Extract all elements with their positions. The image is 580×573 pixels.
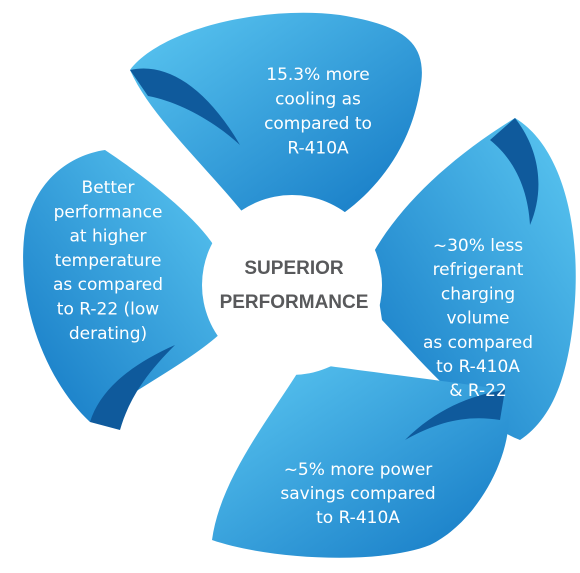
petal-text: compared to (264, 114, 372, 134)
petal-text: performance (54, 202, 163, 222)
center-circle (202, 195, 382, 375)
petal-text: as compared (53, 275, 163, 295)
petal-text: derating) (69, 324, 147, 344)
petal-text: R-410A (287, 139, 349, 159)
petal-text: 15.3% more (266, 65, 369, 85)
petal-text: cooling as (275, 90, 361, 110)
petal-text: temperature (55, 251, 162, 271)
petal-text: & R-22 (449, 381, 507, 401)
petal-text: volume (447, 309, 510, 329)
petal-text: savings compared (280, 484, 435, 504)
petal-text: refrigerant (433, 260, 524, 280)
petal-text: ~5% more power (284, 460, 433, 480)
center-title: PERFORMANCE (220, 292, 369, 313)
diagram: 15.3% more cooling as compared to R-410A ~30… (0, 0, 580, 569)
petal-text: charging (441, 284, 515, 304)
petal-text: as compared (423, 333, 533, 353)
center-title: SUPERIOR (244, 258, 344, 279)
petal-text: at higher (70, 227, 147, 247)
petal-text: ~30% less (433, 236, 523, 256)
petal-text: to R-410A (436, 357, 520, 377)
petal-text: Better (82, 178, 135, 198)
petal-text: to R-22 (low (57, 300, 160, 320)
petal-text: to R-410A (316, 508, 400, 528)
